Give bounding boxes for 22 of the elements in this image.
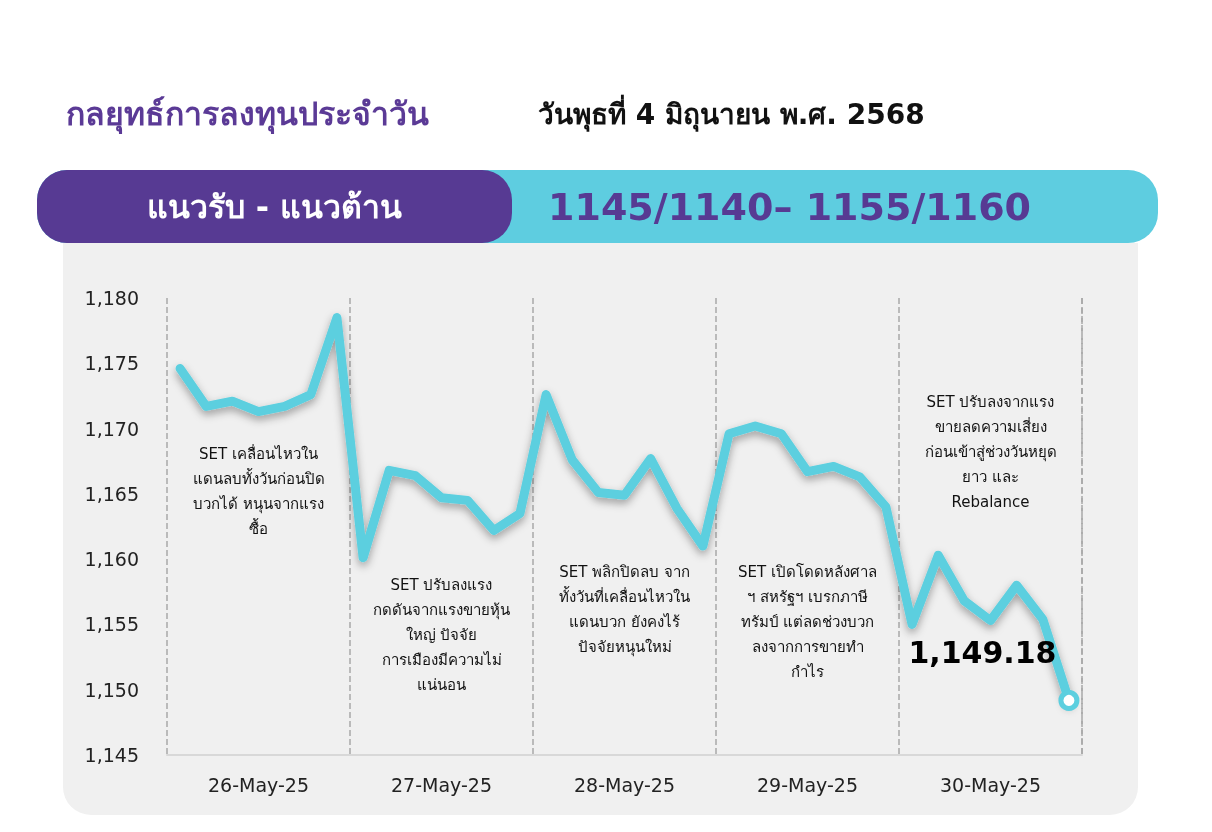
y-tick-label: 1,150 <box>84 678 139 701</box>
y-tick-label: 1,145 <box>84 744 139 766</box>
annotation: SET พลิกปิดลบ จาก ทั้งวันที่เคลื่อนไหวใน แดนบวก ยังคงไร้ ปัจจัยหนุนใหม่ <box>559 562 690 657</box>
text: แนวรับ - แนวต้าน <box>37 170 512 243</box>
annotation: SET ปรับลงจากแรง ขายลดความเสี่ยง ก่อนเข้าสู่ช่วงวันหยุด ยาว และ Rebalance <box>924 392 1057 511</box>
x-tick-label: 29-May-25 <box>756 773 859 796</box>
chart-title: กลยุทธ์การลงทุนประจำวัน <box>66 94 429 136</box>
y-tick-label: 1,175 <box>84 352 139 375</box>
chart-subtitle: วันพุธที่ 4 มิถุนายน พ.ศ. 2568 <box>538 93 925 134</box>
annotation: SET เคลื่อนไหวใน แดนลบทั้งวันก่อนปิด บวกได้ หนุนจากแรง ซื้อ <box>192 443 325 539</box>
annotation: SET ปรับลงแรง กดดันจากแรงขายหุ้น ใหญ่ ปัจจัย การเมืองมีความไม่ แน่นอน <box>373 575 510 694</box>
y-tick-label: 1,180 <box>84 287 139 309</box>
x-tick-label: 26-May-25 <box>207 773 310 796</box>
x-tick-label: 28-May-25 <box>573 773 676 796</box>
y-tick-label: 1,155 <box>84 613 139 636</box>
annotation: SET เปิดโดดหลังศาล ฯ สหรัฐฯ เบรกภาษี ทรัมป์ แต่ลดช่วงบวก ลงจากการขายทำ กำไร <box>738 562 877 681</box>
text: 1145/1140– 1155/1160 <box>548 183 1032 231</box>
y-tick-label: 1,165 <box>84 482 139 505</box>
y-tick-label: 1,170 <box>84 417 139 440</box>
y-tick-label: 1,160 <box>84 548 139 571</box>
x-tick-label: 30-May-25 <box>939 773 1042 796</box>
x-tick-label: 27-May-25 <box>390 773 493 796</box>
